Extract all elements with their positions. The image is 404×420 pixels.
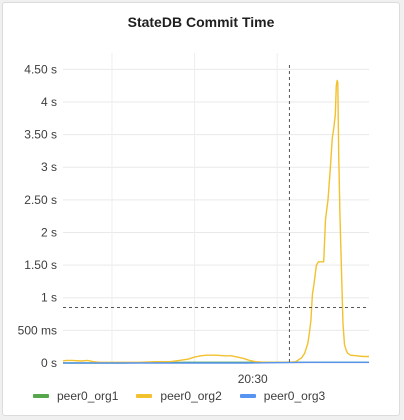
y-tick-label: 3.50 s xyxy=(24,128,57,142)
y-tick-label: 4.50 s xyxy=(24,62,57,76)
crosshair xyxy=(63,65,369,363)
y-tick-label: 1 s xyxy=(41,291,57,305)
grid xyxy=(63,53,369,364)
legend-swatch xyxy=(136,394,153,398)
y-tick-label: 2.50 s xyxy=(24,193,57,207)
x-tick-label: 20:30 xyxy=(238,372,268,386)
legend-item-peer0_org1[interactable]: peer0_org1 xyxy=(33,389,118,403)
y-tick-label: 0 s xyxy=(41,356,57,370)
legend-label: peer0_org3 xyxy=(263,389,326,403)
panel-title: StateDB Commit Time xyxy=(127,14,275,30)
y-tick-label: 3 s xyxy=(41,160,57,174)
series-lines xyxy=(62,79,369,364)
legend-item-peer0_org2[interactable]: peer0_org2 xyxy=(136,389,222,403)
chart-panel: StateDB Commit Time 0 s 500 ms 1 s 1.50 s 2 … xyxy=(2,2,400,416)
y-tick-label: 4 s xyxy=(41,95,57,109)
y-axis: 0 s 500 ms 1 s 1.50 s 2 s 2.50 s 3 s 3.50 s 4 s 4… xyxy=(18,62,57,370)
legend-label: peer0_org2 xyxy=(160,389,222,403)
y-tick-label: 1.50 s xyxy=(24,258,57,272)
legend-swatch xyxy=(239,394,256,398)
legend: peer0_org1 peer0_org2 peer0_org3 xyxy=(33,389,325,403)
series-line-peer0_org2 xyxy=(62,79,369,363)
legend-item-peer0_org3[interactable]: peer0_org3 xyxy=(239,389,326,403)
line-chart[interactable]: 0 s 500 ms 1 s 1.50 s 2 s 2.50 s 3 s 3.50 s 4 s 4… xyxy=(3,3,401,417)
y-tick-label: 2 s xyxy=(41,225,57,239)
x-axis: 20:30 xyxy=(238,372,268,386)
legend-label: peer0_org1 xyxy=(57,389,119,403)
legend-swatch xyxy=(33,394,49,398)
series-line-peer0_org3 xyxy=(63,361,369,364)
y-tick-label: 500 ms xyxy=(18,323,57,337)
